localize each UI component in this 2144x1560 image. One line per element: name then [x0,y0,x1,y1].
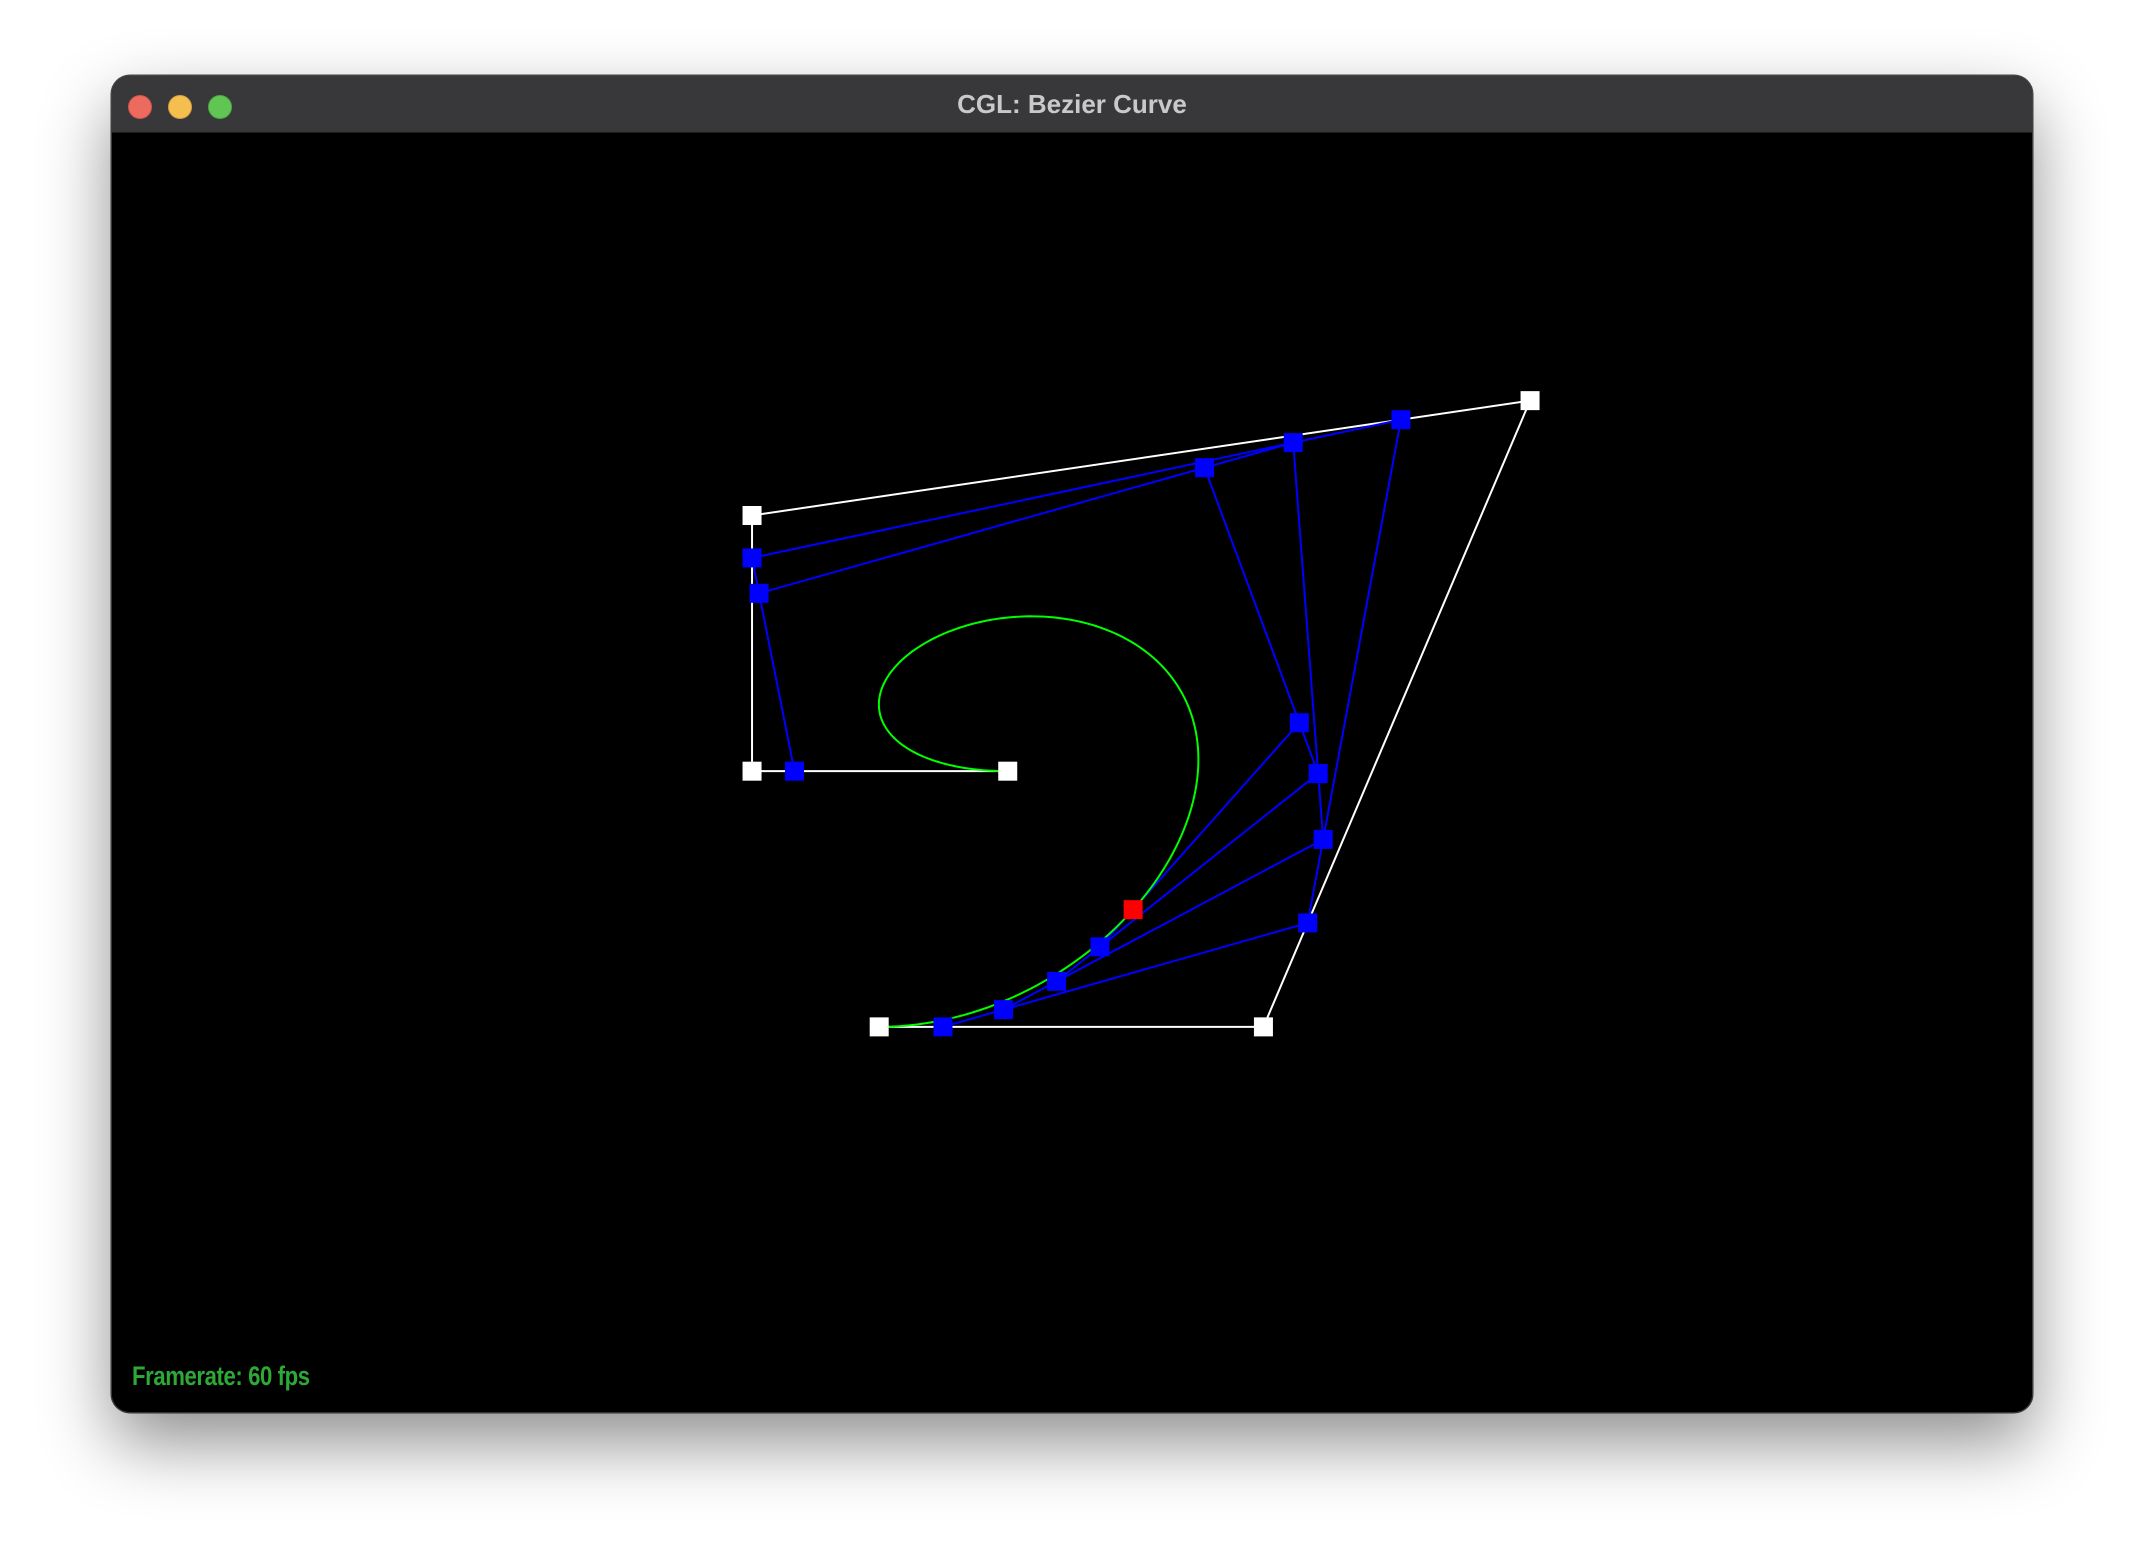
control-point-3[interactable] [743,506,762,525]
render-viewport[interactable]: Framerate: 60 fps [112,133,2032,1412]
casteljau-level-4-point-0 [1091,937,1110,956]
app-window: CGL: Bezier Curve Framerate: 60 fps [112,76,2032,1412]
window-title: CGL: Bezier Curve [112,76,2032,132]
casteljau-level-2-point-0 [994,1000,1013,1019]
framerate-label: Framerate: 60 fps [132,1361,310,1392]
control-point-0[interactable] [870,1017,889,1036]
control-point-5[interactable] [998,762,1017,781]
casteljau-level-1-point-1 [1298,913,1317,932]
casteljau-level-2-point-1 [1314,830,1333,849]
casteljau-level-1-point-4 [785,762,804,781]
casteljau-level-1-point-0 [933,1017,952,1036]
casteljau-level-2-point-3 [750,584,769,603]
control-point-4[interactable] [743,762,762,781]
title-bar[interactable]: CGL: Bezier Curve [112,76,2032,133]
casteljau-level-3-polyline [1057,468,1319,982]
casteljau-level-3-point-1 [1309,764,1328,783]
evaluated-point [1124,900,1143,919]
casteljau-level-1-point-2 [1391,410,1410,429]
casteljau-level-3-point-2 [1195,458,1214,477]
control-polygon [752,401,1530,1027]
control-point-2[interactable] [1521,391,1540,410]
casteljau-level-3-point-0 [1047,972,1066,991]
bezier-curve [879,616,1199,1027]
casteljau-level-2-polyline [759,443,1323,1010]
casteljau-level-1-point-3 [743,548,762,567]
casteljau-level-2-point-2 [1284,433,1303,452]
bezier-canvas[interactable] [112,133,2032,1412]
control-point-1[interactable] [1254,1017,1273,1036]
casteljau-level-4-point-1 [1290,713,1309,732]
